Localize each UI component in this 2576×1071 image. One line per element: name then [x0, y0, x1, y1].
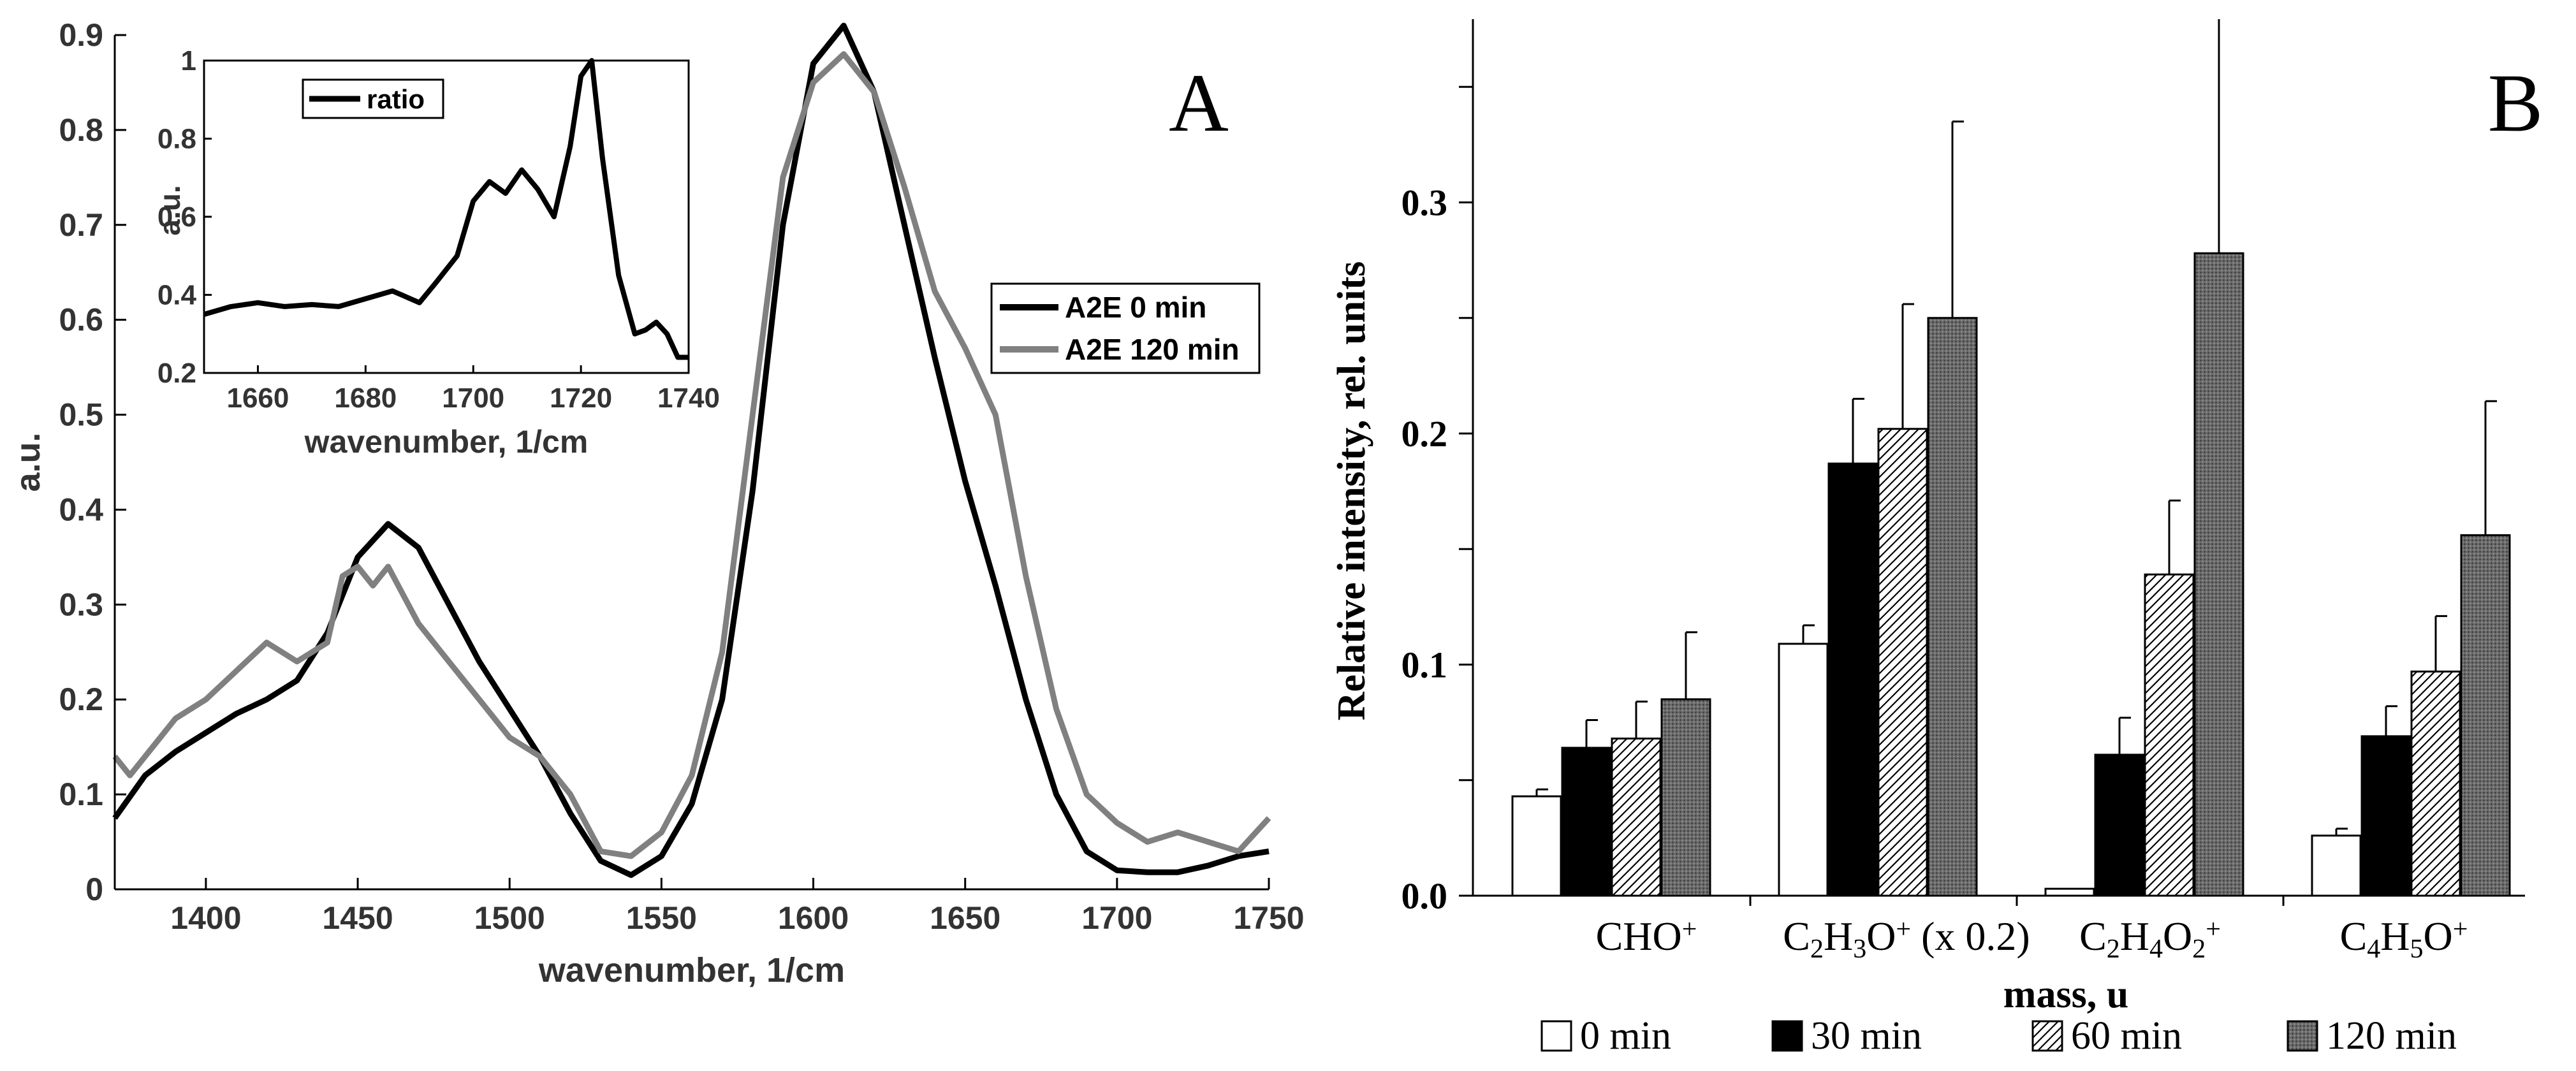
category-label: C4H5O+ [2340, 914, 2468, 964]
bar-0-min [2044, 887, 2095, 897]
inset-legend: ratio [302, 78, 444, 119]
panel-a-letter: A [1169, 57, 1229, 149]
x-tick-label: 1450 [322, 900, 393, 936]
bar-120-min [2193, 252, 2244, 897]
y-tick-label: 0.3 [59, 586, 103, 622]
y-tick-label: 0.9 [59, 17, 103, 53]
panel-b-y-tick-label: 0.0 [1401, 875, 1448, 917]
category-label: C2H3O+ (x 0.2) [1783, 914, 2030, 964]
y-tick-label: 0.4 [59, 492, 103, 527]
bar-0-min [2311, 834, 2362, 897]
inset-frame [203, 59, 690, 374]
panel-a-x-axis-label: wavenumber, 1/cm [538, 951, 845, 989]
bar-60-min [1611, 738, 1662, 897]
inset-x-tick-label: 1700 [442, 382, 504, 414]
series-line-a2e-0-min [112, 22, 1270, 878]
bar-30-min [2094, 754, 2145, 897]
legend-label-30-min: 30 min [1811, 1014, 1922, 1058]
bar-60-min [1877, 428, 1928, 897]
bar-60-min [2410, 670, 2461, 897]
inset-series-line-ratio [203, 58, 689, 360]
series-line-a2e-120-min [112, 51, 1271, 859]
legend-swatch-0-min [1540, 1020, 1572, 1052]
x-tick-label: 1600 [778, 900, 849, 936]
inset-y-axis-label: a.u. [153, 185, 186, 235]
inset-x-axis-label: wavenumber, 1/cm [304, 424, 589, 460]
bar-30-min [1827, 462, 1878, 897]
legend-label-0-min: 0 min [1580, 1014, 1671, 1058]
inset-y-tick-label: 1 [181, 45, 196, 76]
panel-b-x-axis-label: mass, u [2003, 973, 2128, 1016]
inset-legend-label-ratio: ratio [367, 84, 425, 114]
y-tick-label: 0.7 [59, 207, 103, 243]
bar-30-min [2360, 735, 2411, 897]
y-tick-label: 0.1 [59, 776, 103, 812]
legend-swatch-60-min [2031, 1020, 2063, 1052]
y-tick-label: 0.5 [59, 397, 103, 433]
inset-x-tick-label: 1740 [657, 382, 720, 414]
panel-b-chart: 0.0 0.1 0.2 0.3 CHO+ C2H3O+ (x 0.2) C2H4O2+ C4… [1330, 19, 2543, 1058]
inset-y-tick-label: 0.4 [157, 280, 197, 311]
panel-a-y-axis-label: a.u. [9, 432, 47, 492]
inset-x-tick-label: 1680 [334, 382, 397, 414]
y-tick-label: 0.8 [59, 112, 103, 148]
panel-b-y-tick-label: 0.3 [1401, 182, 1448, 224]
legend-label-a2e-120: A2E 120 min [1065, 333, 1240, 366]
legend-swatch-120-min [2287, 1020, 2318, 1052]
panel-b-letter: B [2488, 57, 2543, 149]
bar-120-min [2460, 534, 2511, 897]
x-tick-label: 1750 [1233, 900, 1304, 936]
category-label: CHO+ [1596, 914, 1697, 959]
x-tick-label: 1500 [474, 900, 545, 936]
panel-b-y-tick-label: 0.1 [1401, 645, 1448, 686]
legend-label-a2e-0: A2E 0 min [1065, 291, 1206, 324]
category-label: C2H4O2+ [2079, 914, 2221, 964]
inset-y-tick-label: 0.6 [157, 201, 196, 233]
panel-b-y-axis-label: Relative intensity, rel. units [1330, 261, 1373, 720]
bar-120-min [1660, 698, 1711, 897]
legend-swatch-30-min [1771, 1020, 1803, 1052]
x-tick-label: 1650 [930, 900, 1000, 936]
inset-x-tick-label: 1720 [550, 382, 612, 414]
y-tick-label: 0 [85, 871, 103, 907]
inset-plot-area [204, 61, 689, 373]
panel-a-legend: A2E 0 min A2E 120 min [990, 282, 1261, 374]
inset-x-tick-label: 1660 [226, 382, 289, 414]
bar-0-min [1778, 643, 1829, 897]
panel-a-legend-box [990, 282, 1261, 374]
x-tick-label: 1700 [1081, 900, 1152, 936]
bar-60-min [2144, 573, 2195, 897]
bar-0-min [1511, 795, 1562, 897]
bar-120-min [1927, 317, 1978, 897]
panel-b-y-tick-label: 0.2 [1401, 413, 1448, 455]
legend-label-120-min: 120 min [2326, 1014, 2457, 1058]
panel-b-legend: 0 min 30 min 60 min 120 min [1540, 1014, 2457, 1058]
panel-a-inset-chart: 1660 1680 1700 1720 1740 0.2 0.4 0.6 0.8 1 wavenu… [153, 45, 720, 460]
bar-30-min [1561, 747, 1612, 897]
y-tick-label: 0.6 [59, 302, 103, 338]
y-tick-label: 0.2 [59, 681, 103, 717]
legend-label-60-min: 60 min [2071, 1014, 2182, 1058]
inset-y-tick-label: 0.8 [157, 124, 196, 155]
panel-a-chart: 1400 1450 1500 1550 1600 1650 1700 1750 0 0.1 0.2 0… [9, 17, 1305, 989]
x-tick-label: 1550 [626, 900, 697, 936]
inset-y-tick-label: 0.2 [157, 358, 196, 389]
x-tick-label: 1400 [170, 900, 241, 936]
